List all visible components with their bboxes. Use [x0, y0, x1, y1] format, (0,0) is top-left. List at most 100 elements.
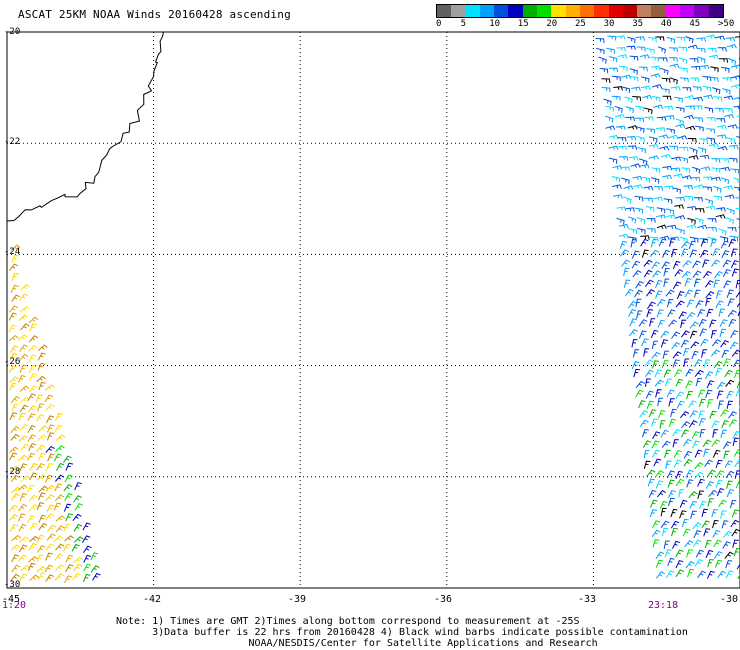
wind-barb [702, 76, 712, 82]
wind-barb [697, 224, 708, 230]
wind-barb [666, 36, 676, 44]
wind-barb [689, 58, 699, 63]
wind-barb [55, 543, 65, 551]
wind-barb [655, 559, 664, 568]
wind-barb [721, 349, 730, 358]
wind-barb [722, 530, 733, 538]
wind-barb [27, 484, 35, 493]
wind-barb [28, 354, 37, 363]
wind-barb [19, 463, 28, 472]
wind-barb [731, 528, 740, 537]
wind-barb [735, 279, 740, 289]
wind-barb [725, 379, 735, 387]
wind-barb [661, 261, 670, 270]
wind-barb [689, 500, 698, 509]
wind-barb [11, 534, 22, 542]
wind-barb [664, 549, 672, 558]
wind-barb [726, 207, 735, 215]
wind-barb [691, 176, 701, 182]
wind-barb [8, 513, 19, 521]
wind-barb [661, 359, 669, 369]
wind-barb [64, 492, 73, 501]
wind-barb [82, 545, 92, 553]
wind-barb [617, 145, 627, 151]
wind-barb [641, 249, 649, 258]
legend-swatch [508, 5, 523, 17]
wind-barb [694, 289, 701, 298]
wind-barb [707, 469, 716, 477]
wind-barb [680, 410, 690, 419]
wind-barb [27, 393, 36, 402]
wind-barb [646, 218, 656, 223]
wind-barb [682, 438, 692, 447]
wind-barb [669, 145, 679, 151]
wind-barb [623, 267, 630, 277]
wind-barb [639, 410, 649, 418]
wind-barb [727, 57, 737, 66]
wind-barb [672, 351, 682, 359]
wind-barb [684, 195, 694, 201]
wind-barb [707, 227, 717, 232]
wind-barb [20, 305, 30, 313]
wind-barb [660, 339, 668, 348]
wind-barb [671, 341, 681, 350]
legend-swatch [579, 5, 595, 17]
wind-barb [683, 185, 694, 190]
wind-barb [8, 365, 17, 373]
wind-barb [625, 288, 634, 297]
wind-barb [64, 535, 75, 542]
wind-barb [719, 319, 728, 328]
wind-barb [732, 359, 740, 368]
wind-barb [666, 470, 675, 479]
wind-barb [640, 76, 650, 83]
wind-barb [720, 409, 729, 417]
legend-swatch [637, 5, 652, 17]
wind-barb [728, 144, 739, 150]
wind-barb [643, 460, 651, 470]
wind-barb [20, 475, 31, 482]
wind-barb [10, 544, 21, 552]
wind-barb [720, 166, 731, 172]
wind-barb [684, 289, 693, 298]
wind-barb [9, 305, 19, 313]
wind-barb [707, 498, 714, 507]
wind-barb [722, 259, 732, 268]
wind-barb [716, 207, 726, 212]
wind-barb [718, 499, 727, 508]
wind-barb [9, 345, 19, 353]
wind-barb [46, 504, 55, 513]
wind-barb [650, 238, 658, 248]
wind-barb [697, 309, 706, 318]
wind-barb [718, 58, 729, 63]
wind-barb [632, 184, 643, 189]
wind-barb [655, 290, 663, 299]
legend-swatch [694, 5, 709, 17]
wind-barb [651, 529, 661, 538]
wind-barb [729, 341, 739, 350]
wind-barb [82, 522, 91, 531]
wind-barb [732, 437, 739, 447]
wind-barb [630, 163, 641, 168]
wind-barb [735, 207, 740, 210]
wind-barb [26, 515, 36, 523]
wind-barb [615, 35, 626, 40]
wind-barb [728, 411, 737, 419]
wind-barb [619, 240, 628, 249]
wind-barb [711, 176, 721, 182]
wind-barb [715, 367, 723, 377]
wind-barb [8, 504, 18, 512]
wind-barb [713, 185, 722, 193]
wind-barb [10, 244, 21, 251]
wind-barb [612, 165, 623, 170]
wind-barb [723, 441, 732, 449]
wind-barb [655, 279, 663, 289]
wind-barb [683, 358, 690, 367]
wind-barb [645, 390, 654, 399]
wind-barb [642, 428, 649, 438]
wind-barb [736, 115, 740, 117]
wind-barb [605, 125, 616, 130]
wind-barb [646, 400, 654, 409]
wind-barb [660, 507, 667, 517]
wind-barb [655, 571, 665, 579]
wind-barb [642, 94, 653, 100]
